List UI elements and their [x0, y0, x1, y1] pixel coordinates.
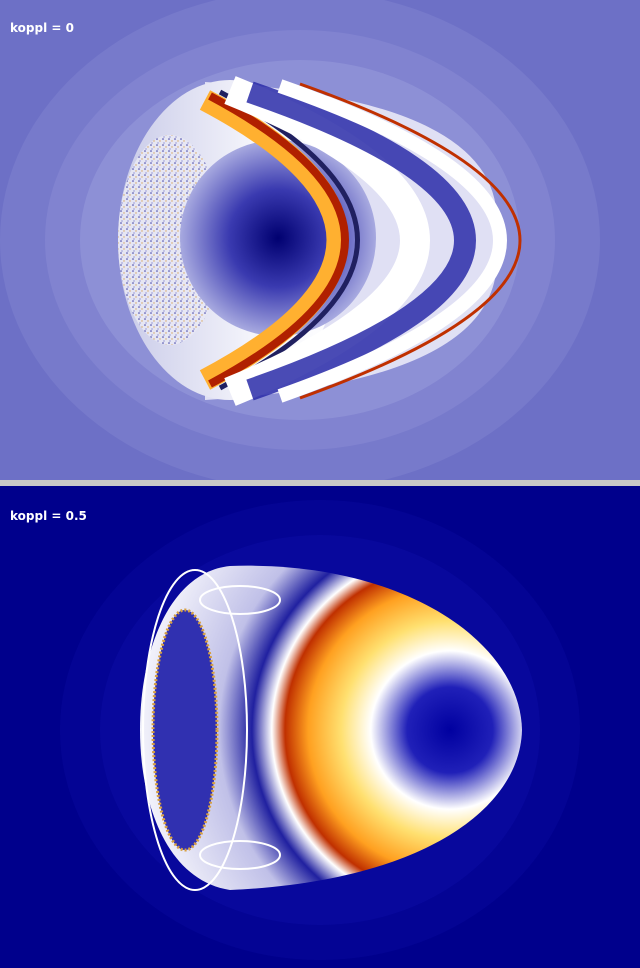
egg — [140, 565, 522, 890]
band — [299, 82, 522, 400]
panel-label: koppl = 0 — [10, 21, 74, 35]
band — [277, 79, 507, 403]
loop — [151, 608, 219, 852]
band — [224, 76, 430, 406]
panel-1: koppl = 0 — [0, 0, 640, 490]
band — [208, 92, 349, 388]
panel-2: koppl = 0.5 — [0, 486, 640, 968]
band — [246, 81, 476, 401]
band — [218, 89, 360, 391]
band — [199, 90, 349, 390]
loop — [199, 840, 281, 870]
separator — [0, 480, 640, 486]
loop — [199, 585, 281, 615]
panel-label: koppl = 0.5 — [10, 509, 87, 523]
loop — [142, 569, 248, 891]
